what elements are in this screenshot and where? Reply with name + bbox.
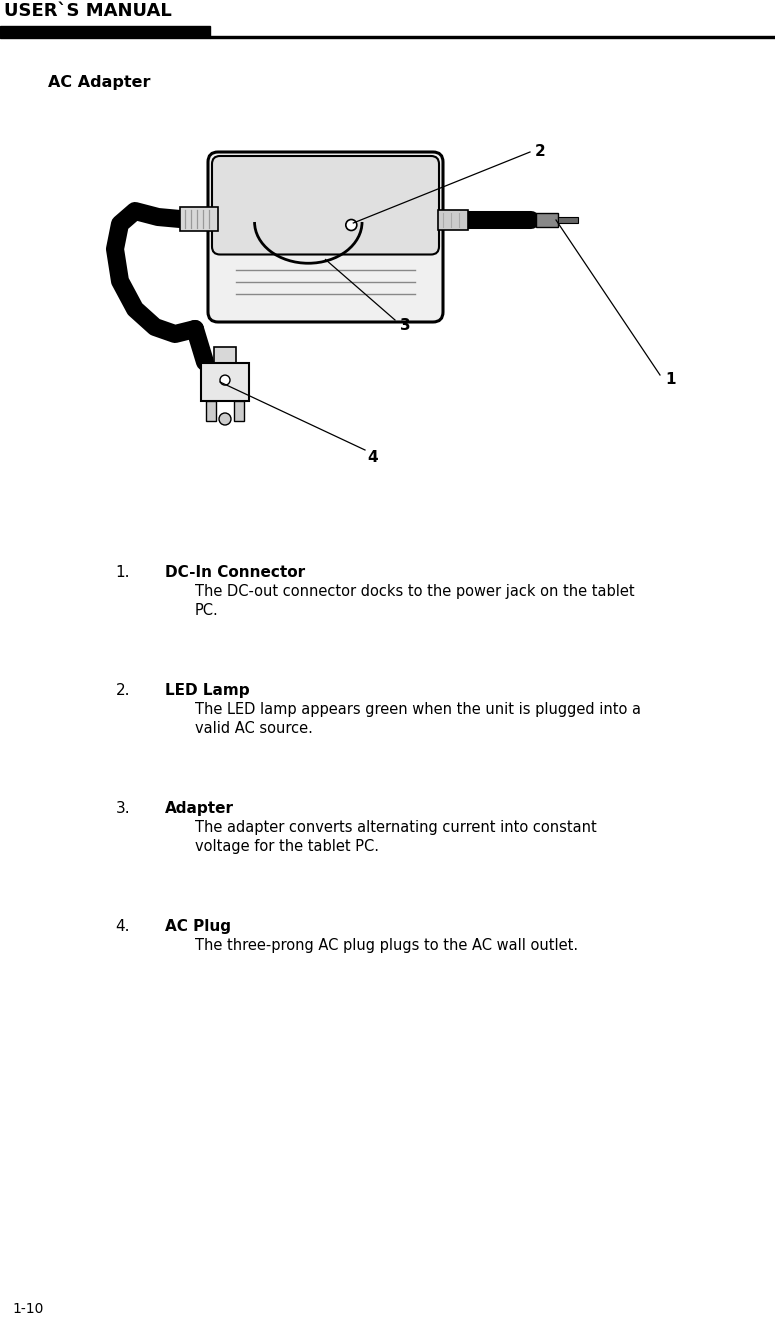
FancyBboxPatch shape	[208, 152, 443, 322]
Bar	[206, 401, 216, 421]
Text: The three-prong AC plug plugs to the AC wall outlet.: The three-prong AC plug plugs to the AC …	[195, 938, 578, 953]
Text: 4.: 4.	[115, 918, 130, 934]
Bar	[536, 213, 558, 228]
Text: 2.: 2.	[115, 683, 130, 697]
Bar	[438, 210, 468, 230]
Text: The adapter converts alternating current into constant: The adapter converts alternating current…	[195, 820, 597, 835]
Text: AC Adapter: AC Adapter	[48, 75, 150, 91]
Circle shape	[346, 220, 357, 230]
Bar	[180, 208, 218, 232]
Circle shape	[219, 413, 231, 425]
Text: Adapter: Adapter	[165, 801, 234, 816]
Text: 3.: 3.	[115, 801, 130, 816]
Text: LED Lamp: LED Lamp	[165, 683, 250, 697]
Bar	[234, 401, 244, 421]
Text: DC-In Connector: DC-In Connector	[165, 564, 305, 580]
Text: voltage for the tablet PC.: voltage for the tablet PC.	[195, 839, 379, 855]
Bar	[0, 27, 210, 39]
Text: 1-10: 1-10	[12, 1302, 43, 1316]
Text: 1.: 1.	[115, 564, 130, 580]
Text: 2: 2	[535, 145, 546, 160]
Text: The DC-out connector docks to the power jack on the tablet: The DC-out connector docks to the power …	[195, 584, 635, 599]
Bar	[201, 363, 249, 401]
Text: The LED lamp appears green when the unit is plugged into a: The LED lamp appears green when the unit…	[195, 701, 641, 717]
FancyBboxPatch shape	[212, 156, 439, 254]
Text: 3: 3	[400, 318, 411, 333]
Text: PC.: PC.	[195, 603, 219, 618]
Text: 1: 1	[665, 373, 676, 387]
Text: USER`S MANUAL: USER`S MANUAL	[4, 3, 172, 20]
Text: 4: 4	[367, 450, 377, 466]
Circle shape	[220, 375, 230, 385]
Bar	[210, 36, 775, 39]
Bar	[558, 217, 578, 224]
Text: valid AC source.: valid AC source.	[195, 721, 313, 736]
Text: AC Plug: AC Plug	[165, 918, 231, 934]
Bar	[214, 347, 236, 363]
